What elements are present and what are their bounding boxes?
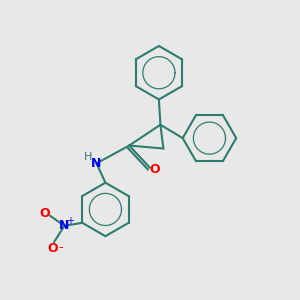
Text: O: O (149, 163, 160, 176)
Text: O: O (47, 242, 58, 255)
Text: O: O (40, 207, 50, 220)
Text: -: - (58, 241, 63, 254)
Text: +: + (66, 216, 74, 226)
Text: N: N (91, 157, 102, 170)
Text: H: H (83, 152, 92, 162)
Text: N: N (59, 219, 70, 232)
